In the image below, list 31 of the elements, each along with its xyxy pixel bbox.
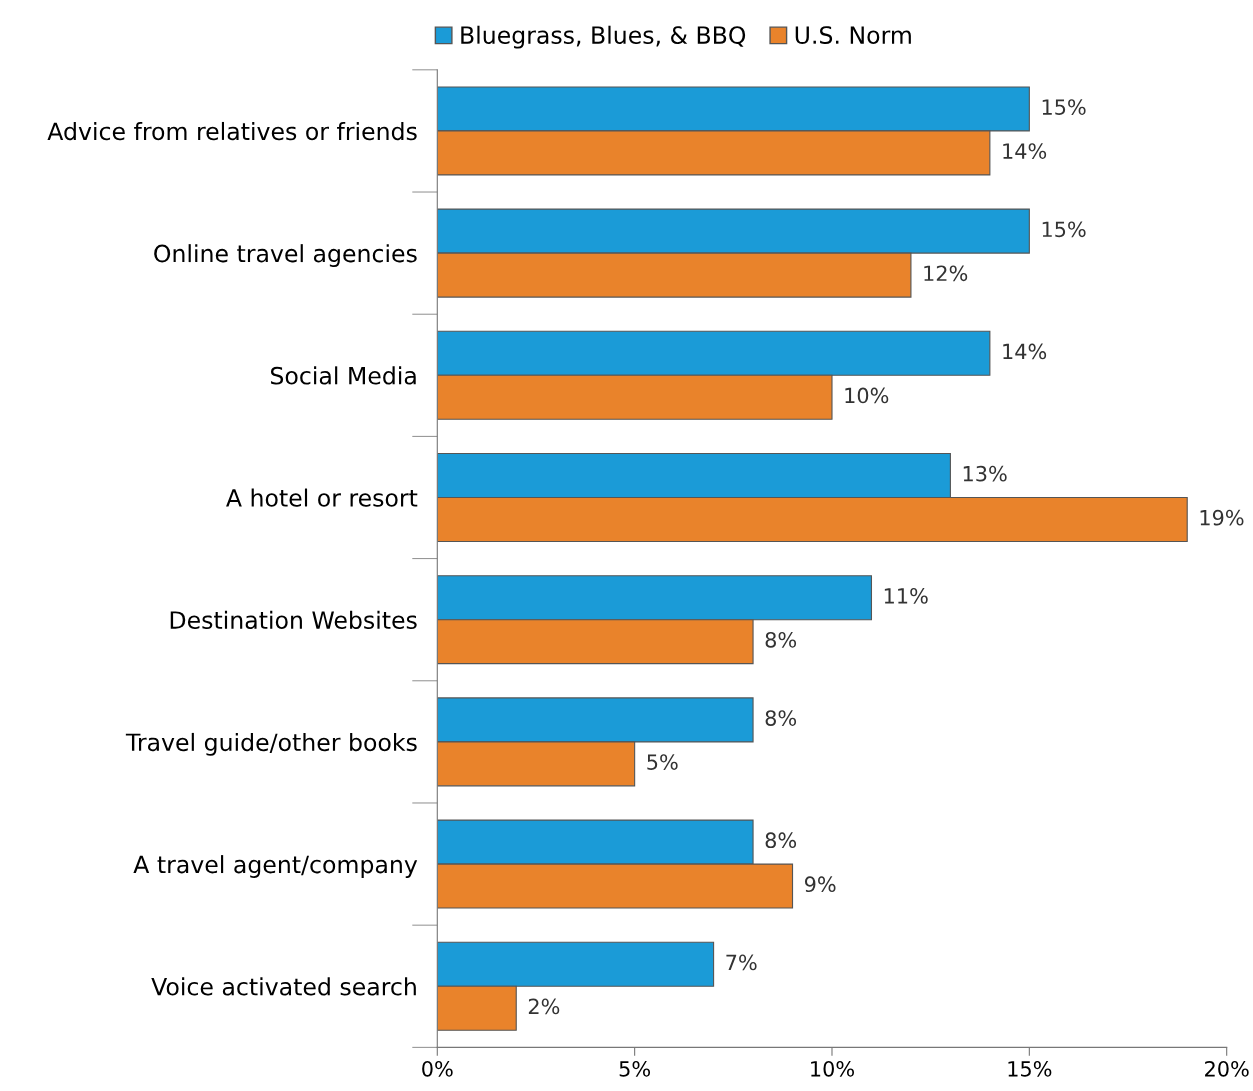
data-label: 14%: [1003, 343, 1047, 360]
y-tick-label: A hotel or resort: [226, 488, 418, 507]
data-label: 15%: [1042, 221, 1086, 238]
y-tick-label: Online travel agencies: [154, 244, 417, 267]
data-label: 14%: [1003, 143, 1047, 159]
data-label: 10%: [845, 387, 889, 404]
x-tick-label: 15%: [1008, 1060, 1052, 1077]
x-tick-label: 20%: [1205, 1060, 1249, 1077]
data-label: 5%: [647, 754, 678, 770]
data-label: 12%: [924, 265, 968, 282]
data-label: 8%: [765, 631, 797, 648]
y-tick-label: Travel guide/other books: [125, 732, 417, 756]
legend-label: Bluegrass, Blues, & BBQ: [461, 25, 746, 49]
data-label: 9%: [804, 876, 836, 893]
x-tick-label: 0%: [422, 1060, 453, 1077]
x-tick-label: 5%: [619, 1060, 651, 1077]
data-label: 8%: [765, 710, 797, 726]
data-label: 8%: [765, 832, 797, 849]
x-tick-label: 10%: [811, 1060, 854, 1077]
data-label: 7%: [726, 954, 757, 971]
y-tick-label: Advice from relatives or friends: [47, 121, 417, 141]
data-label: 19%: [1200, 509, 1244, 526]
y-tick-label: A travel agent/company: [133, 855, 418, 878]
data-label: 15%: [1042, 99, 1086, 115]
data-label: 2%: [528, 998, 560, 1015]
y-tick-label: Social Media: [270, 366, 416, 385]
data-label: 13%: [963, 465, 1007, 482]
legend-label: U.S. Norm: [795, 26, 911, 44]
y-tick-label: Destination Websites: [170, 610, 417, 629]
y-tick-label: Voice activated search: [151, 977, 416, 996]
data-label: 11%: [884, 587, 928, 604]
